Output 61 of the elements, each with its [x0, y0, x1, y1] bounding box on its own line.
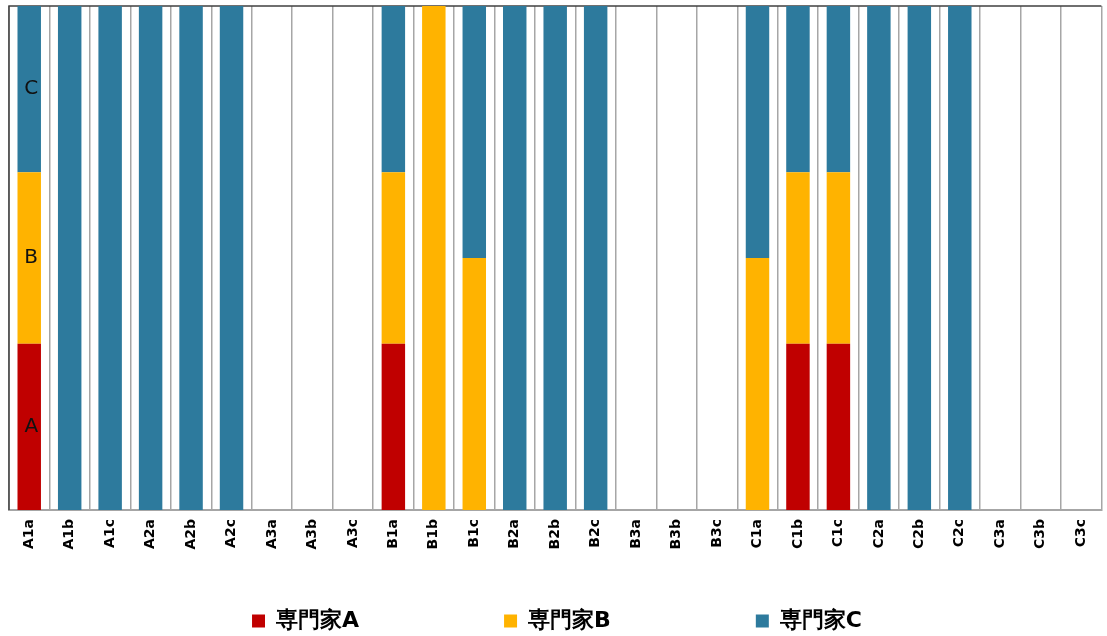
x-tick-label: C3b	[1031, 519, 1048, 550]
bar	[745, 258, 770, 510]
bar	[867, 6, 891, 510]
bar	[583, 6, 608, 510]
bar	[826, 343, 851, 510]
x-tick-label: A2c	[222, 519, 239, 548]
x-tick-label: C1b	[788, 519, 805, 550]
x-tick-label: B1b	[424, 519, 441, 550]
x-tick-label: C2b	[909, 519, 926, 550]
x-tick-label: C3a	[990, 519, 1007, 549]
bar	[57, 6, 82, 510]
x-tick-label: A1c	[100, 519, 117, 548]
bar	[381, 343, 406, 510]
bar	[786, 6, 810, 173]
x-tick-label: A1b	[60, 519, 77, 550]
x-tick-label: C1a	[748, 519, 765, 549]
bar	[826, 6, 851, 173]
bar	[179, 6, 203, 510]
legend-label: 専門家C	[778, 606, 862, 632]
x-tick-label: A2b	[181, 519, 198, 550]
x-tick-label: C2c	[950, 519, 967, 548]
bar	[826, 172, 851, 344]
bar	[98, 6, 122, 510]
legend-label: 専門家A	[275, 606, 360, 632]
bar	[745, 6, 770, 258]
bar	[381, 6, 406, 173]
bar	[786, 172, 810, 344]
bar	[138, 6, 163, 510]
bar	[543, 6, 567, 510]
x-tick-label: A1a	[19, 519, 36, 550]
bar	[948, 6, 972, 510]
bar	[17, 172, 41, 344]
bar	[17, 6, 41, 173]
x-tick-label: B2b	[545, 519, 562, 550]
legend-label: 専門家B	[527, 606, 611, 632]
bar	[462, 258, 487, 510]
bar	[503, 6, 527, 510]
x-tick-label: B2a	[505, 519, 522, 549]
x-tick-label: C1c	[829, 519, 846, 548]
annotation: B	[24, 244, 39, 269]
x-tick-label: C3c	[1071, 519, 1088, 548]
annotation: A	[24, 413, 39, 438]
x-tick-label: A3a	[262, 519, 279, 550]
x-tick-label: A2a	[141, 519, 158, 550]
bar	[907, 6, 932, 510]
x-tick-label: B1c	[464, 519, 481, 548]
x-tick-label: B3b	[667, 519, 684, 550]
x-tick-label: A3b	[303, 519, 320, 550]
bar	[786, 343, 810, 510]
x-tick-label: C2a	[869, 519, 886, 549]
bar	[381, 172, 406, 344]
bar	[422, 6, 446, 510]
x-tick-label: B1a	[384, 519, 400, 549]
bar	[219, 6, 244, 510]
annotation: C	[24, 75, 39, 100]
x-tick-label: A3c	[343, 519, 360, 548]
x-tick-label: B2c	[586, 519, 603, 548]
x-tick-label: B3c	[707, 519, 724, 548]
bar	[462, 6, 487, 258]
bar	[17, 343, 41, 510]
x-tick-label: B3a	[626, 519, 643, 549]
